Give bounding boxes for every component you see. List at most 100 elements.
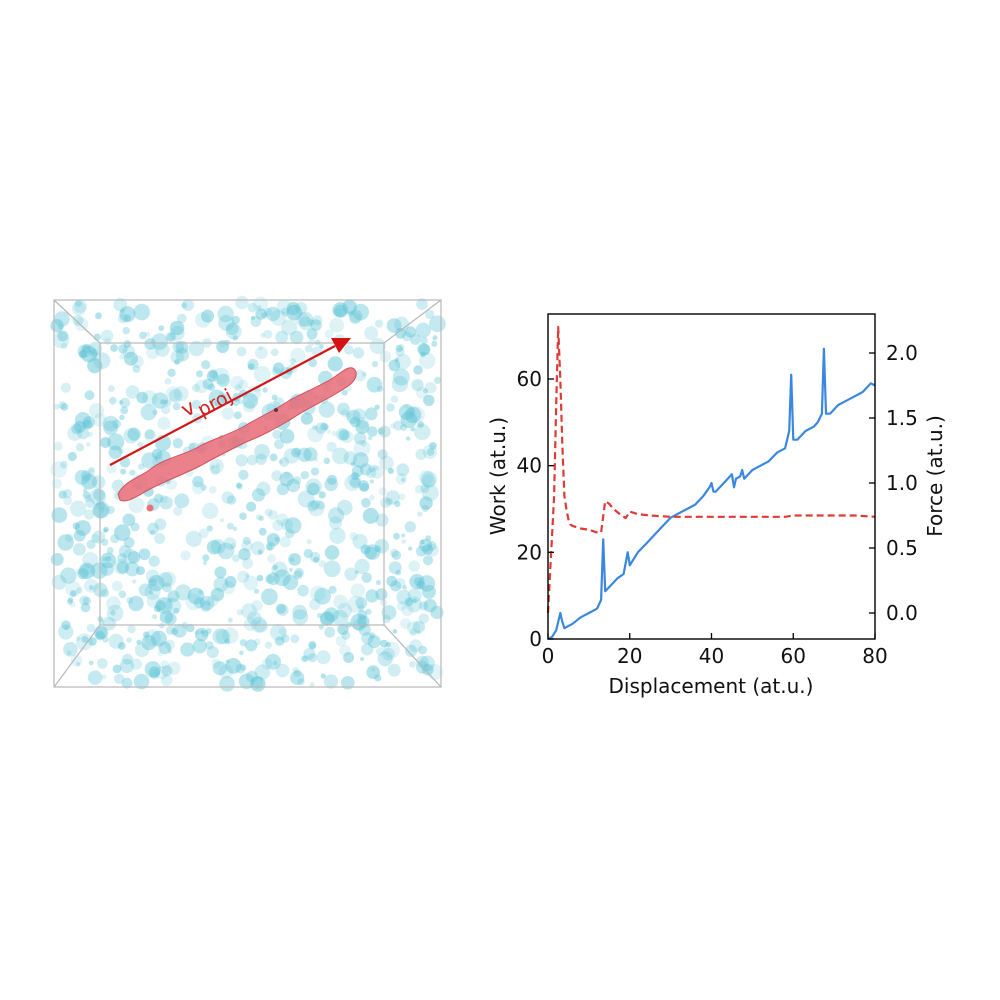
particle [280,634,290,643]
particle [148,666,161,678]
particle [361,497,371,508]
particle [343,652,355,663]
particle [133,673,150,690]
particle [390,580,402,592]
particle [219,393,230,404]
particle [175,340,189,354]
particle [88,660,94,666]
particle [119,658,134,674]
particle [361,572,372,583]
particle [221,407,235,420]
particle [266,572,280,586]
particle [377,449,388,460]
particle [407,407,416,416]
particle [297,584,309,597]
particle [102,415,119,432]
particle [362,507,379,524]
particle [153,493,164,503]
particle [264,508,273,517]
particle [69,601,76,608]
particle [66,598,73,605]
particle [117,553,128,564]
particle [281,319,298,336]
particle [80,602,91,613]
particle [366,665,381,679]
particle [420,336,428,345]
particle [398,343,405,351]
particle [418,613,429,624]
particle [67,597,74,603]
particle [326,441,337,452]
particle [421,504,429,513]
particle [350,461,356,467]
particle [416,298,428,310]
particle [213,576,229,592]
particle [411,379,424,392]
particle [114,524,131,541]
particle [409,661,416,668]
particle [62,489,73,499]
particle [131,355,144,368]
particle [341,430,354,444]
particle [397,601,407,611]
particle [398,404,415,420]
particle [202,378,214,390]
particle [422,663,434,676]
particle [106,463,117,474]
particle [254,443,270,460]
particle [120,308,125,314]
box-edge-bottom-left [53,624,101,688]
particle [67,451,77,462]
velocity-arrow [109,345,336,466]
particle [268,510,278,520]
y2-tick-label: 0.0 [886,601,918,625]
particle [149,578,158,587]
particle [75,299,82,307]
particle [361,632,374,645]
particle [255,453,267,465]
particle [364,326,379,341]
particle [121,653,133,665]
particle [236,483,243,490]
particle [231,315,240,325]
particle [316,650,331,665]
particle [82,416,95,429]
particle [103,528,108,533]
particle [173,386,189,402]
particle [160,399,167,405]
particle [120,406,129,415]
particle [225,659,230,664]
particle [283,448,300,464]
particle [103,526,109,533]
particle [185,530,202,548]
particle [324,626,336,638]
particle [255,308,267,320]
box-edge-top-right [383,299,442,344]
box-frame [53,299,442,688]
particle [412,620,426,634]
particle [323,674,338,689]
particle [138,548,151,561]
particle [159,610,174,624]
particle [125,385,140,399]
particle [73,420,87,433]
particle [99,619,105,625]
particle [258,527,267,536]
particle [88,466,95,473]
particle [279,536,291,548]
particle [278,627,287,636]
particle [302,655,310,662]
particle [239,639,247,647]
particle [63,496,73,506]
particle [416,580,426,590]
particle [374,404,380,410]
particle [257,549,263,555]
particle [250,541,265,556]
x-tick-label: 80 [862,644,887,668]
particle [364,407,378,421]
particle [390,395,399,403]
particle [250,676,266,692]
particle [407,588,422,603]
particle [202,561,207,565]
particle [193,597,205,609]
